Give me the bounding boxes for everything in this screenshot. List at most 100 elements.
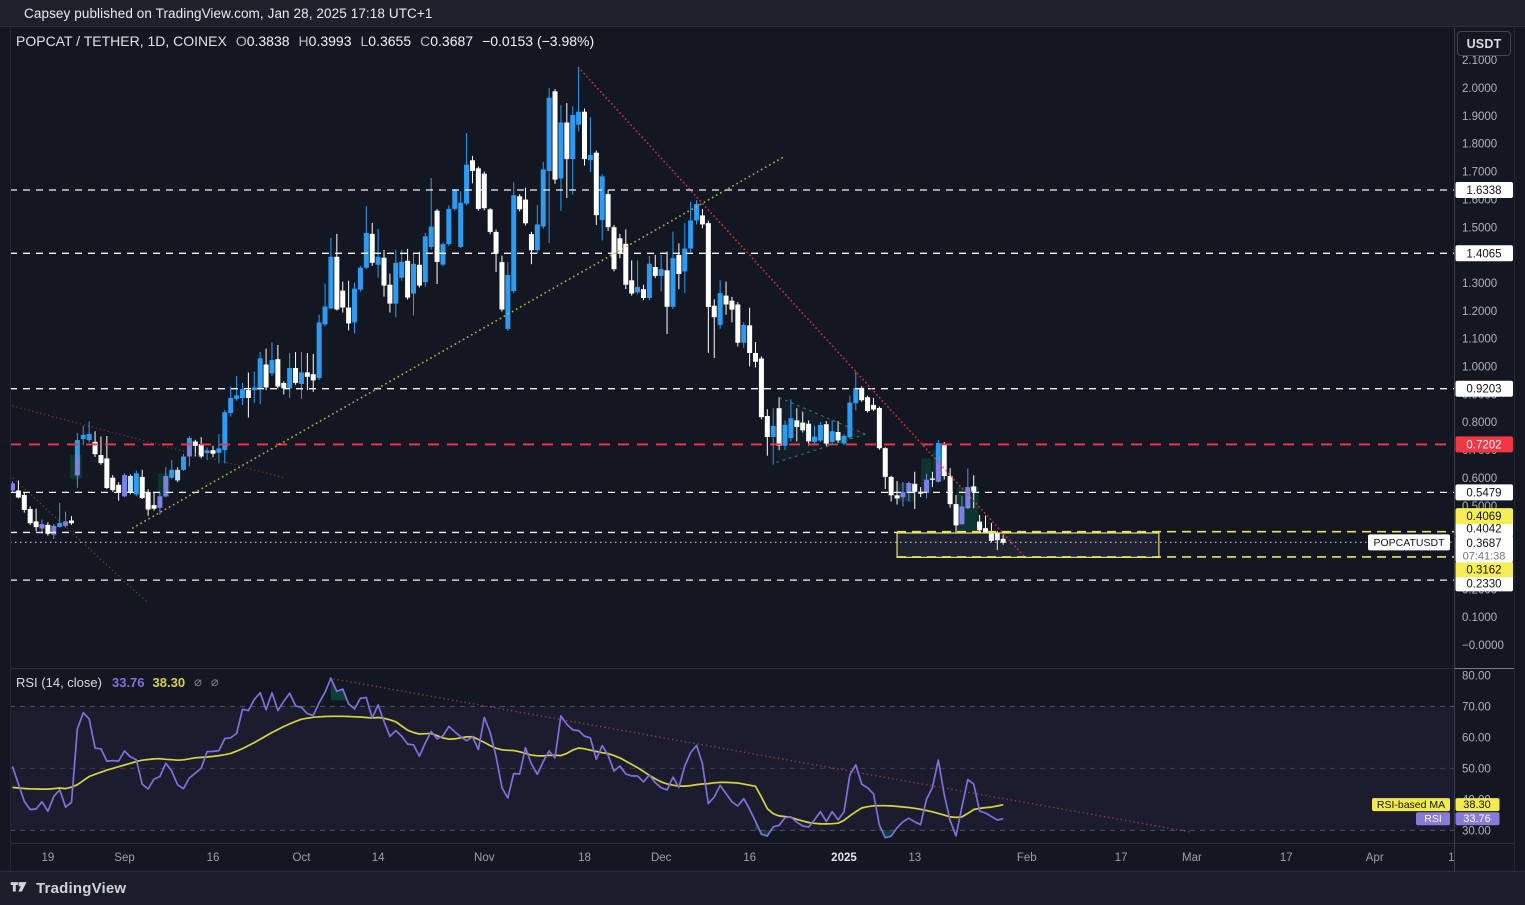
candle-body (21, 494, 27, 510)
rsi-axis[interactable]: 80.0070.0060.0050.0040.0030.0038.30RSI-b… (1372, 670, 1500, 837)
price-tag-0.4042-bg (1455, 520, 1513, 537)
candle-body (334, 256, 340, 310)
candle-body (222, 412, 228, 451)
candle-body (452, 190, 458, 209)
candle-body (582, 111, 588, 160)
candle-body (157, 496, 163, 508)
candle-body (670, 258, 676, 307)
currency-toggle-button[interactable]: USDT (1457, 31, 1511, 56)
candle-body (375, 256, 381, 265)
candle-body (104, 458, 110, 489)
candle-body (328, 256, 334, 309)
price-tick-2.1000: 2.1000 (1462, 55, 1497, 67)
candle-body (977, 521, 983, 531)
candle-body (10, 483, 15, 491)
candle-body (552, 91, 558, 180)
price-tag-0.5479-text: 0.5479 (1466, 487, 1501, 499)
candle-body (906, 482, 912, 493)
candle-body (399, 261, 405, 278)
candle-body (882, 448, 888, 477)
triangle-edge-upper (778, 396, 866, 435)
price-tag-0.3162-text: 0.3162 (1466, 564, 1501, 576)
close-label: C0.3687 (420, 33, 473, 49)
tv-logo-v-glyph (18, 882, 27, 892)
time-label-Sep: Sep (114, 852, 134, 864)
candle-body (611, 227, 617, 270)
candle-body (528, 234, 534, 251)
tv-logo-t-glyph (10, 882, 18, 892)
candle-body (576, 111, 582, 125)
candle-body (511, 195, 517, 292)
candle-body (900, 492, 906, 498)
rsi-ma-label-bg (1372, 798, 1450, 812)
candle-body (629, 280, 635, 294)
candle-body (764, 415, 770, 437)
time-label-Feb: Feb (1017, 852, 1037, 864)
price-tick-0.1000: 0.1000 (1462, 612, 1497, 624)
price-tag-0.7202-bg (1455, 436, 1513, 453)
candle-body (729, 300, 735, 310)
candle-body (287, 368, 293, 389)
candle-body (859, 387, 865, 401)
time-label-1: 1 (1448, 852, 1454, 864)
price-tag-0.5479-bg (1455, 484, 1513, 501)
open-prefix: O (235, 33, 247, 49)
candle-body (405, 260, 411, 298)
price-tick-1.9000: 1.9000 (1462, 111, 1497, 123)
candle-body (617, 238, 623, 254)
rsi-tick-60.00: 60.00 (1462, 732, 1491, 744)
candle-body (216, 448, 222, 453)
symbol-title: POPCAT / TETHER, 1D, COINEX (16, 33, 227, 49)
candle-body (646, 263, 652, 298)
candle-body (74, 440, 80, 476)
candle-body (723, 295, 729, 305)
time-label-18: 18 (578, 852, 591, 864)
candle-body (1000, 538, 1006, 543)
time-label-2025: 2025 (831, 852, 857, 864)
candle-body (983, 528, 989, 533)
candle-body (776, 408, 782, 446)
candle-body (198, 444, 204, 457)
candle-body (570, 114, 576, 160)
candle-body (593, 152, 599, 216)
price-tick-2.0000: 2.0000 (1462, 83, 1497, 95)
candle-body (446, 208, 452, 245)
tradingview-logo-icon[interactable] (10, 881, 32, 897)
time-label-17: 17 (1280, 852, 1293, 864)
price-tick-1.2000: 1.2000 (1462, 306, 1497, 318)
candle-body (664, 270, 670, 307)
candle-body (228, 397, 234, 414)
candle-body (717, 293, 723, 325)
candle-body (80, 434, 86, 440)
price-tick-1.0000: 1.0000 (1462, 362, 1497, 374)
price-tick-1.3000: 1.3000 (1462, 278, 1497, 290)
candle-body (381, 257, 387, 286)
rsi-ma-value: 38.30 (152, 674, 186, 690)
symbol-legend: POPCAT / TETHER, 1D, COINEX O0.3838 H0.3… (16, 33, 594, 49)
candle-body (281, 382, 287, 389)
price-axis[interactable]: 2.10002.00001.90001.80001.70001.60001.50… (1368, 55, 1513, 652)
candle-body (817, 425, 823, 441)
candle-body (434, 210, 440, 262)
publish-info-text: Capsey published on TradingView.com, Jan… (24, 5, 433, 21)
candles-group[interactable] (10, 67, 1006, 551)
candle-body (806, 423, 812, 442)
candle-body (835, 432, 841, 441)
candle-body (523, 199, 529, 224)
tradingview-brand-link[interactable]: TradingView (36, 880, 127, 897)
candle-body (440, 244, 446, 265)
candle-body (699, 215, 705, 225)
price-tick-1.1000: 1.1000 (1462, 334, 1497, 346)
candle-body (181, 456, 187, 470)
low-label: L0.3655 (361, 33, 412, 49)
candle-body (51, 525, 57, 535)
rsi-tag-bg (1455, 812, 1500, 826)
yellow-rectangle (896, 532, 1160, 558)
candle-body (469, 160, 475, 171)
candle-body (163, 476, 169, 497)
candle-body (894, 495, 900, 499)
time-axis[interactable]: 19 Sep 16 Oct 14 Nov 18 Dec 16 2025 13 Feb 17 Mar 17 Ap… (41, 852, 1454, 864)
candle-body (912, 483, 918, 492)
